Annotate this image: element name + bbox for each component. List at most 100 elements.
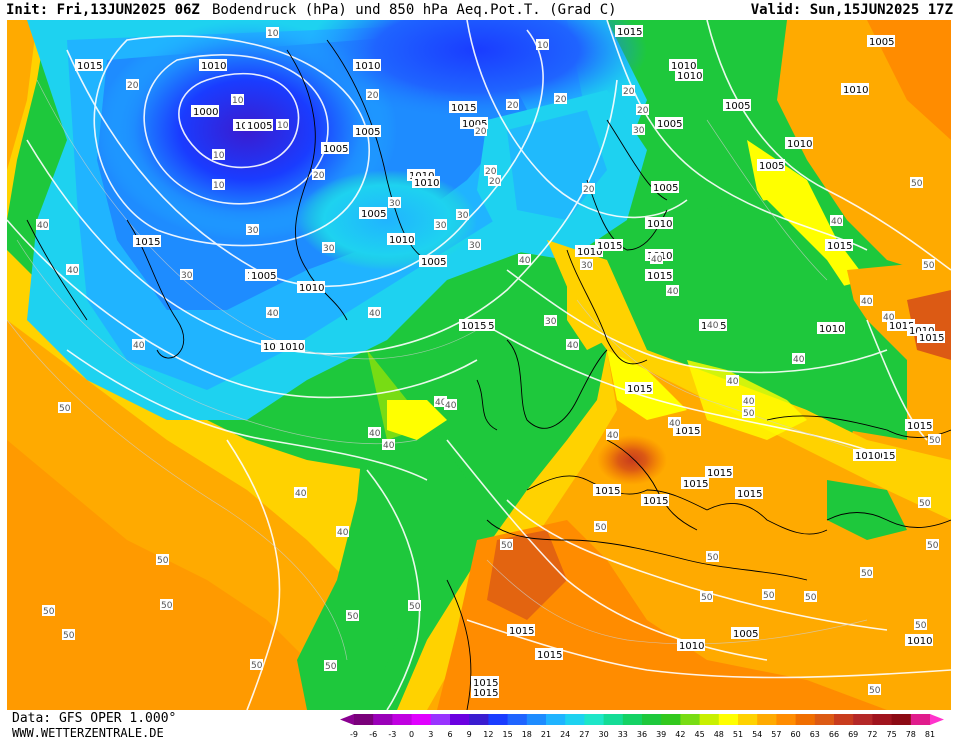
isobar-label: 1010 [787, 139, 812, 150]
isobar-label-bg [419, 255, 447, 267]
temp-label-bg [336, 526, 349, 537]
temp-label-bg [246, 224, 259, 235]
temp-label: 50 [743, 409, 755, 419]
legend-tick-label: 39 [656, 730, 666, 739]
isobar-label: 1010 [263, 342, 288, 353]
legend-tick-label: 36 [637, 730, 647, 739]
temp-label-bg [346, 610, 359, 621]
coastlines [26, 39, 951, 710]
temp-label-bg [382, 439, 395, 450]
temp-label-bg [366, 89, 379, 100]
isobar-label-bg [867, 35, 895, 47]
temp-label-bg [500, 539, 513, 550]
temp-label: 30 [435, 221, 447, 231]
temp-label: 50 [347, 612, 359, 622]
isobar-label: 1015 [870, 451, 895, 462]
legend-tick-label: 18 [522, 730, 532, 739]
temp-label-bg [742, 407, 755, 418]
isobar-label: 1000 [193, 107, 218, 118]
temp-label: 20 [623, 87, 635, 97]
isobar-label: 1015 [451, 103, 476, 114]
legend-arrow-right [930, 714, 944, 725]
temp-label-bg [444, 399, 457, 410]
legend-swatch [622, 714, 643, 725]
isobar-label-bg [817, 322, 845, 334]
temp-label-bg [388, 197, 401, 208]
legend-tick-label: 60 [791, 730, 801, 739]
temp-label: 50 [861, 569, 873, 579]
temp-label: 10 [537, 41, 549, 51]
temp-label-bg [266, 307, 279, 318]
legend-swatch [507, 714, 528, 725]
legend-swatch [699, 714, 720, 725]
temp-label-bg [468, 239, 481, 250]
temp-label: 30 [633, 126, 645, 136]
isobar-label: 1005 [869, 37, 894, 48]
isobar-label: 1015 [643, 496, 668, 507]
isobar-label: 1010 [671, 61, 696, 72]
isobar-label-bg [641, 494, 669, 506]
temp-label: 50 [919, 499, 931, 509]
temp-label: 40 [831, 217, 843, 227]
temp-label: 40 [861, 297, 873, 307]
legend-swatch [718, 714, 739, 725]
weather-map[interactable]: 1015101010001010100510051005101010101010… [7, 20, 951, 710]
temp-label: 40 [519, 256, 531, 266]
temp-label: 30 [389, 199, 401, 209]
temp-label: 20 [367, 91, 379, 101]
isobar-label: 1005 [462, 119, 487, 130]
legend-swatch [757, 714, 777, 725]
sw-hotter-zone [7, 440, 317, 710]
temp-label-bg [632, 124, 645, 135]
temp-label-bg [36, 219, 49, 230]
legend-tick-label: 69 [848, 730, 858, 739]
temp-label-bg [294, 487, 307, 498]
isobar-label: 1010 [279, 342, 304, 353]
temp-label-bg [276, 119, 289, 130]
temp-label: 50 [911, 179, 923, 189]
isobar-label-bg [905, 634, 933, 646]
isobar-label-bg [75, 59, 103, 71]
isobar-label-bg [353, 125, 381, 137]
temp-label-bg [882, 311, 895, 322]
legend-tick-label: 78 [906, 730, 916, 739]
legend-tick-label: -3 [388, 730, 396, 739]
temp-label: 50 [59, 404, 71, 414]
isobar-label: 1015 [907, 421, 932, 432]
temp-label-bg [66, 264, 79, 275]
temp-label: 20 [313, 171, 325, 181]
isobar-label-bg [133, 235, 161, 247]
legend-swatch [565, 714, 585, 725]
temp-label-bg [860, 567, 873, 578]
isobar-label-bg [675, 69, 703, 81]
legend-swatch [526, 714, 547, 725]
legend-tick-label: 15 [503, 730, 513, 739]
cyan-blob [297, 170, 477, 270]
ne-hot-zone [867, 20, 951, 140]
temp-label-bg [58, 402, 71, 413]
isobar-label-bg [412, 176, 440, 188]
temp-label: 50 [501, 541, 513, 551]
temp-label: 50 [325, 662, 337, 672]
website-link[interactable]: WWW.WETTERZENTRALE.DE [12, 726, 164, 740]
legend-swatch [680, 714, 701, 725]
temp-label: 50 [805, 593, 817, 603]
temp-label: 40 [793, 355, 805, 365]
temp-label: 50 [869, 686, 881, 696]
temp-label-bg [636, 104, 649, 115]
legend-tick-label: 66 [829, 730, 839, 739]
isobar-label: 1005 [421, 257, 446, 268]
map-header: Init: Fri,13JUN2025 06Z Bodendruck (hPa)… [0, 0, 959, 20]
isobar-label: 1005 [657, 119, 682, 130]
isobar-label: 1015 [617, 27, 642, 38]
legend-tick-label: 48 [714, 730, 724, 739]
temp-label-bg [726, 375, 739, 386]
isobar-label: 1010 [907, 636, 932, 647]
isobar-label-bg [825, 239, 853, 251]
isobar-label-bg [853, 449, 881, 461]
isobar-label-bg [917, 331, 945, 343]
legend-swatch [603, 714, 624, 725]
temp-label-bg [474, 125, 487, 136]
temp-label-bg [606, 429, 619, 440]
